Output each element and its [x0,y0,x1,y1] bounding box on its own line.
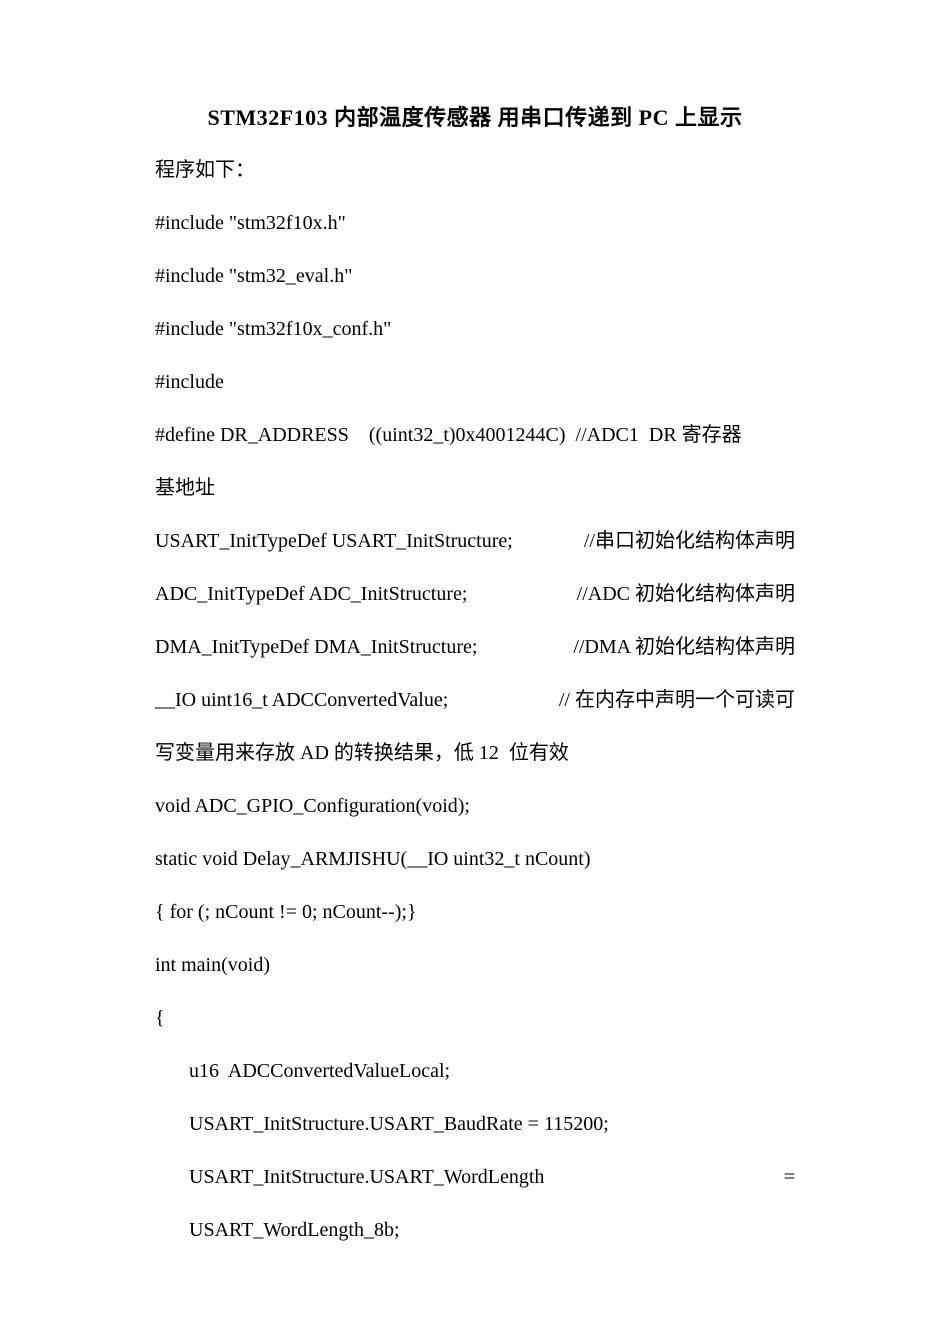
code-text: __IO uint16_t ADCConvertedValue; [155,685,448,716]
code-line: #include [155,367,795,398]
code-line: USART_WordLength_8b; [155,1215,795,1246]
code-line: USART_InitStructure.USART_BaudRate = 115… [155,1109,795,1140]
code-text: USART_InitTypeDef USART_InitStructure; [155,526,513,557]
code-line: USART_InitTypeDef USART_InitStructure; /… [155,526,795,557]
code-line: 写变量用来存放 AD 的转换结果，低 12 位有效 [155,738,795,769]
intro-text: 程序如下： [155,154,795,186]
code-line: { [155,1003,795,1034]
code-line: int main(void) [155,950,795,981]
code-line: #include "stm32f10x.h" [155,208,795,239]
code-text: DMA_InitTypeDef DMA_InitStructure; [155,632,477,663]
code-line: #include "stm32f10x_conf.h" [155,314,795,345]
page-title: STM32F103 内部温度传感器 用串口传递到 PC 上显示 [155,100,795,132]
code-line: { for (; nCount != 0; nCount--);} [155,897,795,928]
code-comment: //ADC 初始化结构体声明 [577,579,795,610]
code-line: static void Delay_ARMJISHU(__IO uint32_t… [155,844,795,875]
code-line: DMA_InitTypeDef DMA_InitStructure; //DMA… [155,632,795,663]
code-comment: //串口初始化结构体声明 [584,526,795,557]
code-line: __IO uint16_t ADCConvertedValue; // 在内存中… [155,685,795,716]
code-comment: // 在内存中声明一个可读可 [559,685,795,716]
code-line: ADC_InitTypeDef ADC_InitStructure; //ADC… [155,579,795,610]
document-page: STM32F103 内部温度传感器 用串口传递到 PC 上显示 程序如下： #i… [0,0,945,1337]
code-text: ADC_InitTypeDef ADC_InitStructure; [155,579,467,610]
code-line: void ADC_GPIO_Configuration(void); [155,791,795,822]
code-line: #include "stm32_eval.h" [155,261,795,292]
code-text: USART_InitStructure.USART_WordLength [189,1162,544,1193]
code-line: USART_InitStructure.USART_WordLength = [155,1162,795,1193]
code-comment: //DMA 初始化结构体声明 [573,632,795,663]
code-text: = [784,1162,795,1193]
code-line: #define DR_ADDRESS ((uint32_t)0x4001244C… [155,420,795,451]
code-line: u16 ADCConvertedValueLocal; [155,1056,795,1087]
code-line: 基地址 [155,473,795,504]
